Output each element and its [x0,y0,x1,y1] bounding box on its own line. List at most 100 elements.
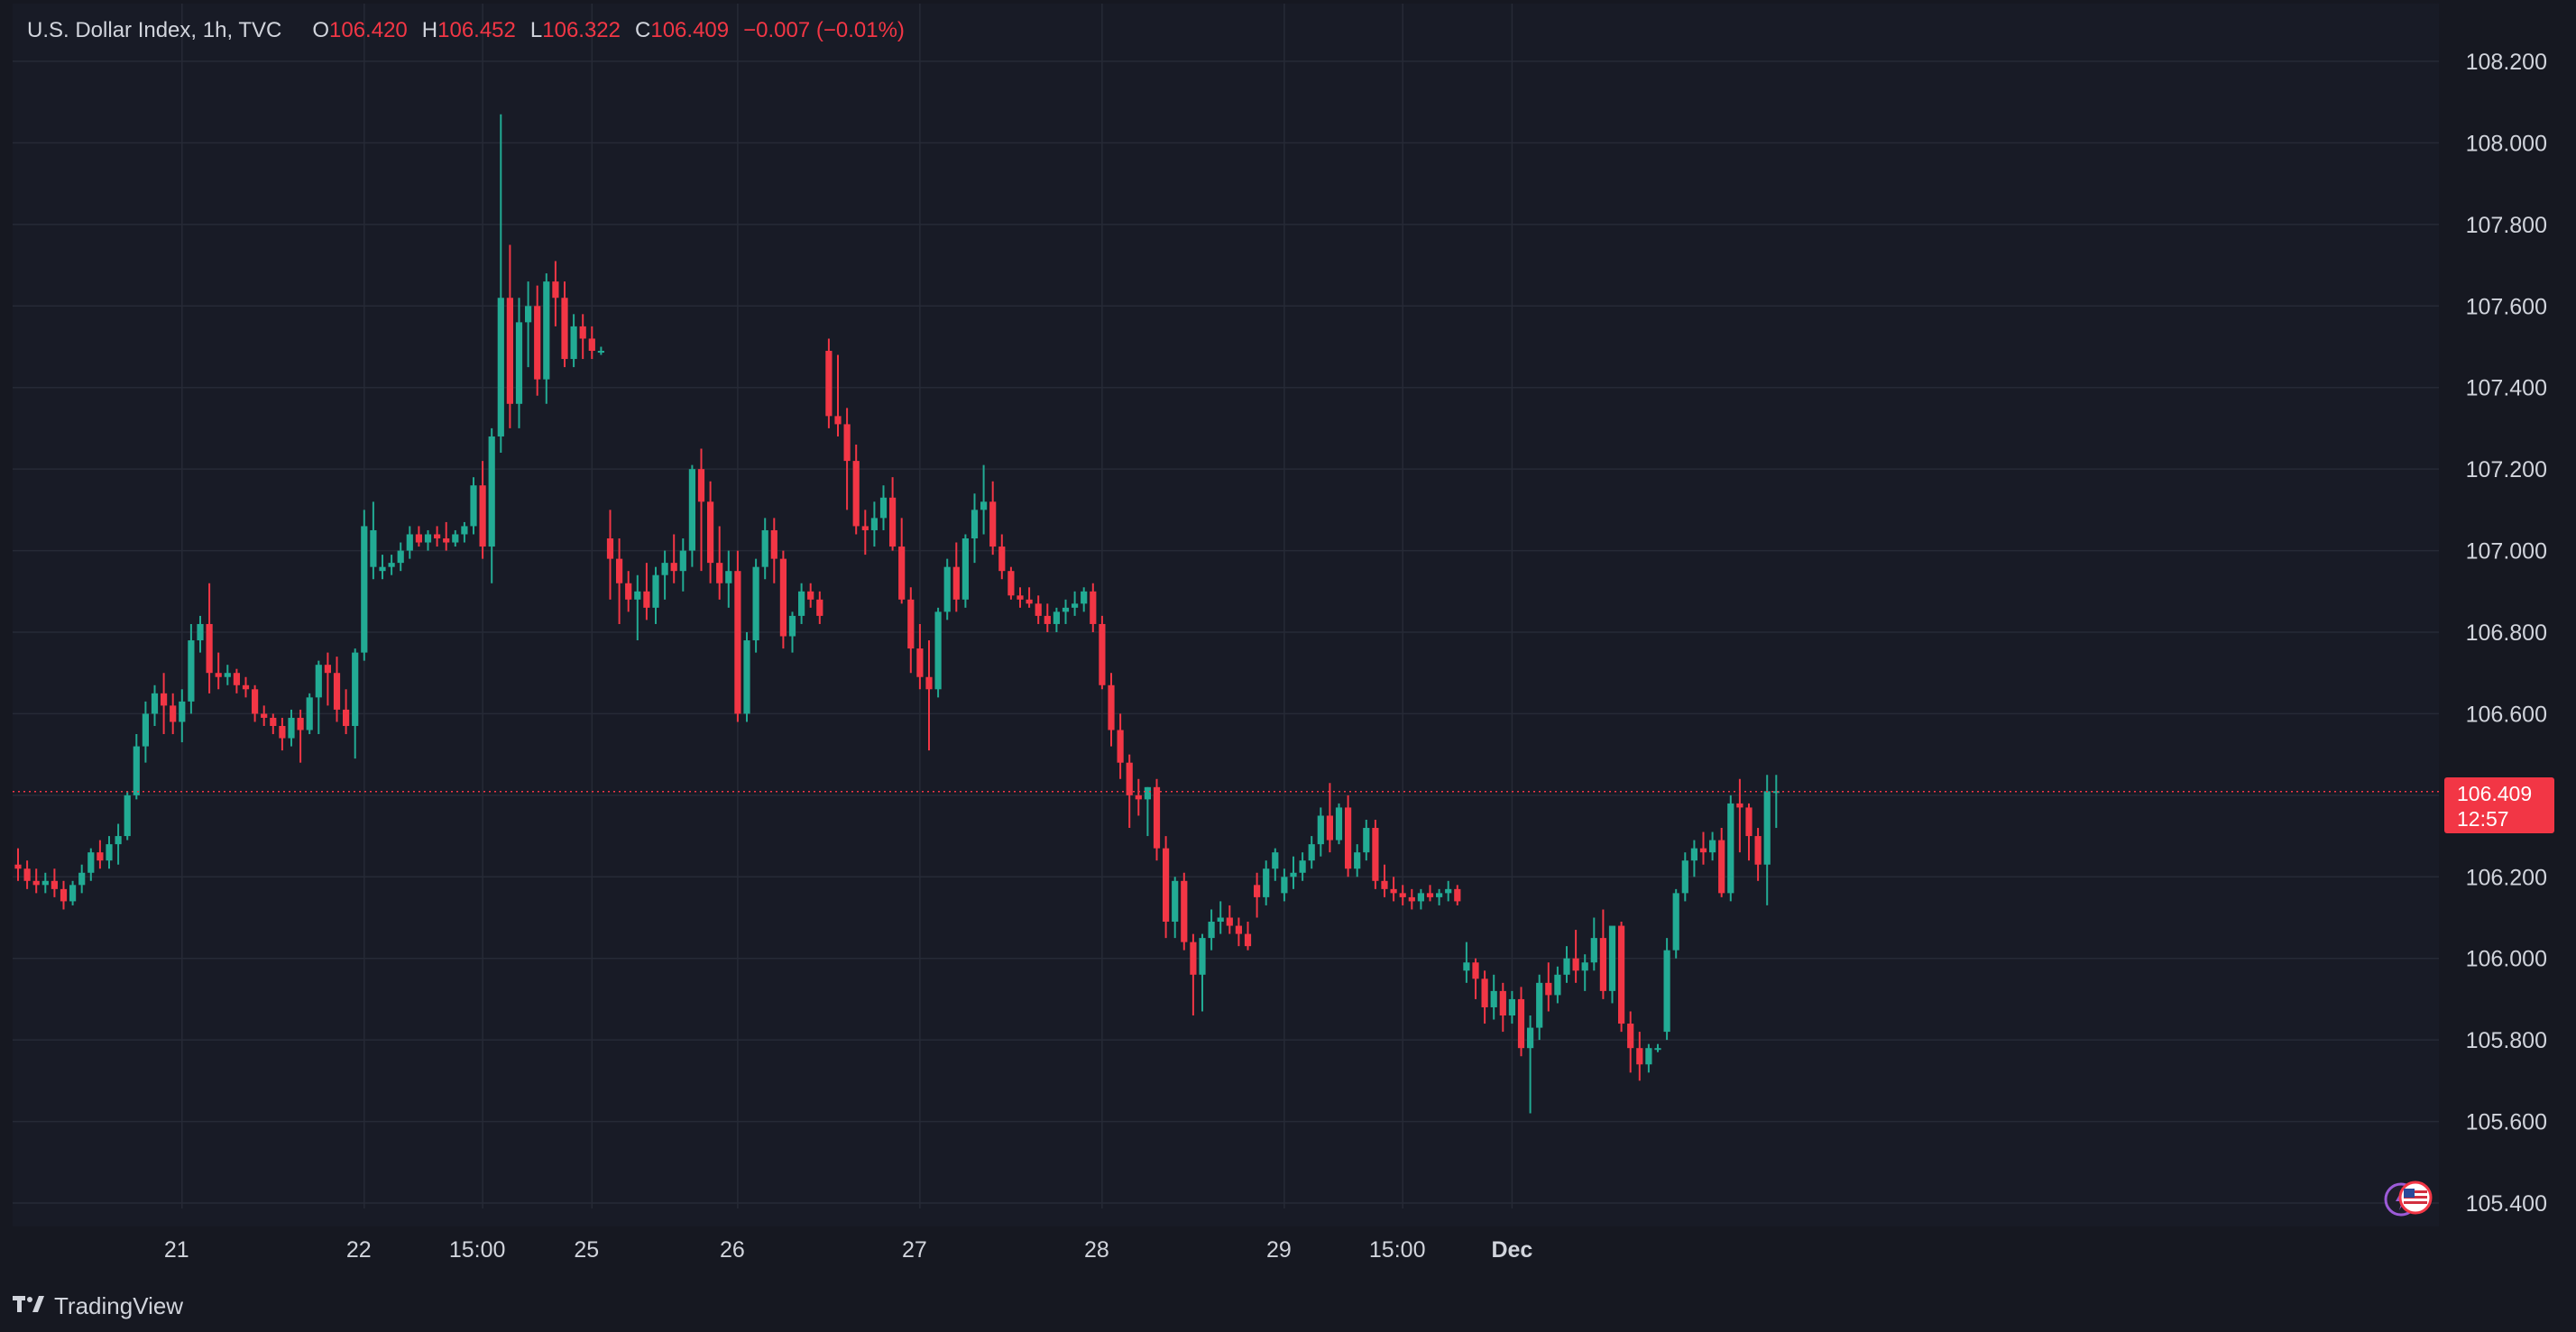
candle-body [1590,938,1597,963]
candle-body [1099,623,1106,685]
candle-body [743,640,750,714]
candle-body [1517,998,1525,1049]
candle-body [1399,893,1406,897]
candle-body [1235,925,1242,934]
candle-body [661,563,668,575]
candle-body [843,424,851,462]
y-tick-label: 106.600 [2466,702,2547,727]
candle-body [443,538,450,543]
low-value: 106.322 [542,18,621,42]
candle-body [761,529,768,567]
candle-body [961,538,969,600]
candle-body [1172,880,1179,923]
y-tick-label: 106.000 [2466,947,2547,972]
candle-body [161,693,168,706]
candle-body [506,298,513,404]
candle-body [479,485,486,547]
candle-body [952,566,960,600]
candle-body [124,795,131,837]
candles [14,114,1780,1114]
candle-body [1527,1027,1534,1049]
x-tick-label: 29 [1266,1237,1292,1263]
candle-body [388,563,395,567]
candle-body [352,652,359,726]
candle-body [534,306,541,380]
y-tick-label: 105.800 [2466,1028,2547,1053]
candle-body [1354,852,1361,869]
candle-body [1062,607,1070,612]
high-value: 106.452 [437,18,516,42]
candle-body [1663,950,1670,1033]
symbol-legend: U.S. Dollar Index, 1h, TVC O 106.420 H 106… [27,18,905,43]
candle-body [1436,893,1443,897]
x-tick-label: 22 [346,1237,372,1263]
x-tick-label: 26 [720,1237,745,1263]
candle-body [242,684,250,690]
candle-body [779,558,787,637]
close-value: 106.409 [650,18,730,42]
candle-body [634,591,641,600]
candle-body [1599,938,1606,991]
candle-body [461,526,468,535]
candle-body [852,461,860,527]
candle-body [916,648,924,677]
gridlines [13,4,2439,1208]
candle-body [770,529,777,559]
candle-body [142,713,149,747]
candle-body [525,306,532,323]
candle-body [1199,938,1206,975]
candle-body [133,746,140,795]
candle-body [825,351,833,417]
candle-body [1390,888,1397,894]
candle-body [1007,571,1015,596]
candle-body [41,880,49,886]
candle-body [716,563,723,583]
candle-body [816,599,823,616]
candle-body [1372,828,1379,881]
high-label: H [421,18,438,42]
candle-body [51,880,58,889]
candle-body [1490,990,1497,1007]
candle-body [734,571,741,714]
candle-body [1290,872,1297,877]
candle-body [151,693,159,714]
candle-body [1117,730,1124,763]
candle-body [1699,848,1707,853]
event-markers[interactable] [2381,1178,2435,1217]
symbol-title[interactable]: U.S. Dollar Index, 1h, TVC [27,18,282,42]
candle-body [1690,848,1697,861]
candle-body [361,526,368,653]
candle-body [1081,591,1088,604]
tradingview-branding[interactable]: TradingView [13,1292,183,1320]
candle-body [1709,840,1716,853]
last-price-value: 106.409 [2457,782,2533,805]
us-flag-icon[interactable] [2398,1180,2433,1215]
candle-body [97,852,104,861]
candle-body [1754,836,1762,865]
open-label: O [312,18,330,42]
candle-body [879,497,888,519]
candle-body [1763,791,1771,865]
candle-body [270,717,277,726]
candle-body [315,665,322,698]
brand-name: TradingView [54,1292,184,1319]
candle-body [925,676,933,690]
candle-body [1499,990,1506,1016]
candle-body [1017,595,1024,600]
candle-body [1135,795,1142,800]
candle-body [87,852,95,873]
candle-body [1554,974,1561,996]
candle-body [907,599,915,649]
x-tick-label: 21 [164,1237,189,1263]
candle-body [297,717,304,730]
candle-body [1636,1048,1643,1065]
candle-body [788,615,796,637]
candle-body [1035,603,1042,616]
candle-body [1681,860,1688,894]
candle-body [1454,888,1461,902]
candle-body [69,885,77,902]
candle-body [106,844,113,861]
candle-body [197,623,204,641]
